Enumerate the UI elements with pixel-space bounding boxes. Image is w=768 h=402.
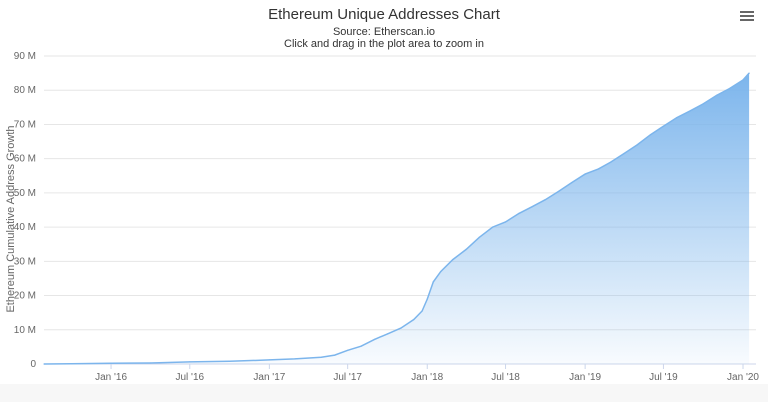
y-tick-label: 30 M xyxy=(14,256,36,267)
data-point[interactable] xyxy=(70,363,72,365)
data-point[interactable] xyxy=(597,168,600,170)
chart-subtitle: Source: Etherscan.io xyxy=(332,26,436,38)
y-tick-label: 50 M xyxy=(14,188,36,199)
y-tick-label: 0 xyxy=(30,359,36,370)
data-point[interactable] xyxy=(716,94,718,96)
data-point[interactable] xyxy=(676,117,678,119)
data-point[interactable] xyxy=(110,362,112,364)
y-tick-label: 40 M xyxy=(14,222,36,233)
x-tick-label: Jan '16 xyxy=(95,372,127,383)
x-tick-label: Jan '20 xyxy=(727,372,759,383)
data-point[interactable] xyxy=(748,72,750,74)
data-point[interactable] xyxy=(400,327,402,329)
data-point[interactable] xyxy=(347,349,349,351)
y-tick-label: 10 M xyxy=(14,325,36,336)
series-area[interactable] xyxy=(44,73,750,364)
x-tick-label: Jul '18 xyxy=(491,372,520,383)
x-axis-ticks: Jan '16 Jul '16 Jan '17 Jul '17 Jan '18 Jul '… xyxy=(95,364,759,383)
data-point[interactable] xyxy=(478,236,480,238)
y-tick-label: 20 M xyxy=(14,291,36,302)
data-point[interactable] xyxy=(432,281,434,283)
data-point[interactable] xyxy=(544,199,546,201)
data-point[interactable] xyxy=(294,358,296,360)
chart-title: Ethereum Unique Addresses Chart xyxy=(268,6,500,23)
data-point[interactable] xyxy=(452,259,454,261)
data-point[interactable] xyxy=(702,103,704,105)
data-point[interactable] xyxy=(426,298,428,300)
data-point[interactable] xyxy=(149,362,151,364)
data-point[interactable] xyxy=(43,363,45,365)
data-point[interactable] xyxy=(229,360,231,362)
data-point[interactable] xyxy=(440,271,442,273)
y-tick-label: 60 M xyxy=(14,154,36,165)
data-point[interactable] xyxy=(268,359,270,361)
y-tick-label: 70 M xyxy=(14,119,36,130)
data-point[interactable] xyxy=(531,206,534,208)
x-tick-label: Jan '18 xyxy=(411,372,443,383)
data-point[interactable] xyxy=(373,338,376,340)
footer-bar xyxy=(0,384,768,402)
x-tick-label: Jul '19 xyxy=(649,372,678,383)
y-tick-label: 90 M xyxy=(14,51,36,62)
data-point[interactable] xyxy=(360,345,362,347)
data-point[interactable] xyxy=(584,173,586,175)
data-point[interactable] xyxy=(742,79,744,81)
data-point[interactable] xyxy=(662,125,665,127)
series-group[interactable] xyxy=(43,72,750,365)
x-tick-label: Jul '17 xyxy=(333,372,362,383)
data-point[interactable] xyxy=(413,318,415,321)
x-tick-label: Jan '17 xyxy=(253,372,285,383)
data-point[interactable] xyxy=(504,221,507,223)
data-point[interactable] xyxy=(558,190,560,192)
data-point[interactable] xyxy=(386,333,389,335)
data-point[interactable] xyxy=(518,212,520,214)
data-point[interactable] xyxy=(689,110,691,112)
data-point[interactable] xyxy=(649,134,652,136)
data-point[interactable] xyxy=(334,354,336,356)
x-tick-label: Jan '19 xyxy=(569,372,601,383)
data-point[interactable] xyxy=(421,310,423,312)
y-axis-ticks: 0 10 M 20 M 30 M 40 M 50 M 60 M 70 M 80 M 90 M xyxy=(14,51,37,370)
series-line[interactable] xyxy=(43,72,750,365)
data-point[interactable] xyxy=(636,144,638,146)
data-point[interactable] xyxy=(465,248,467,250)
data-point[interactable] xyxy=(623,152,625,155)
data-point[interactable] xyxy=(571,182,573,184)
x-tick-label: Jul '16 xyxy=(175,372,204,383)
hamburger-icon[interactable] xyxy=(740,10,754,22)
data-point[interactable] xyxy=(320,356,322,358)
data-point[interactable] xyxy=(189,361,191,363)
zoom-hint: Click and drag in the plot area to zoom … xyxy=(284,38,484,50)
data-point[interactable] xyxy=(729,87,731,90)
y-tick-label: 80 M xyxy=(14,85,36,96)
data-point[interactable] xyxy=(610,161,612,163)
data-point[interactable] xyxy=(492,226,494,228)
